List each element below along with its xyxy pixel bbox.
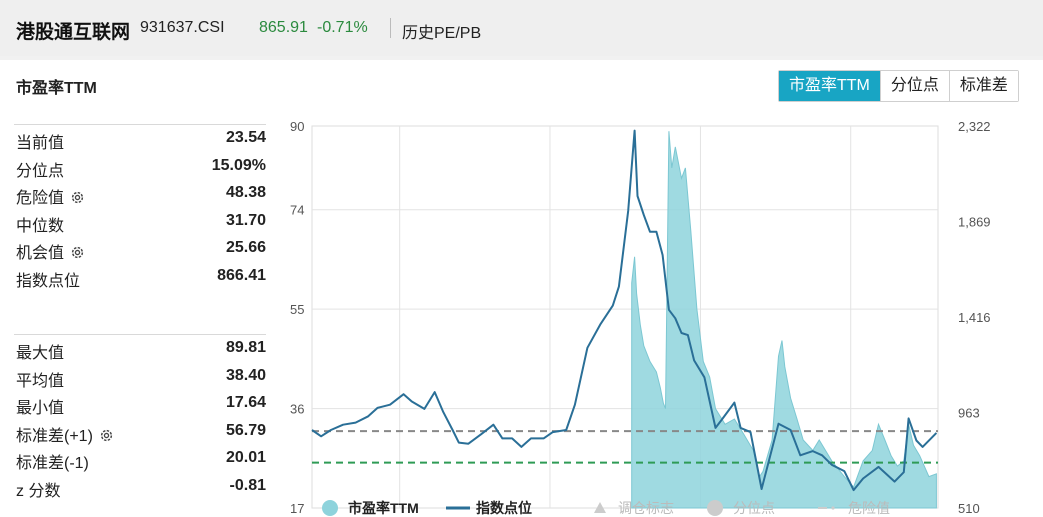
- stat-row: 指数点位 866.41: [14, 263, 266, 291]
- stat-label: z 分数: [16, 482, 61, 500]
- stat-value: 31.70: [225, 211, 266, 229]
- legend-label[interactable]: 调仓标志: [618, 500, 674, 516]
- legend-label[interactable]: 市盈率TTM: [348, 500, 419, 516]
- left-axis-tick-label: 74: [290, 203, 304, 218]
- index-level-line: [311, 129, 938, 492]
- stats-table-range: 最大值 89.81 平均值 38.40 最小值 17.64 标准差(+1) 56.79 标准差(…: [14, 334, 266, 500]
- left-axis-tick-label: 36: [290, 402, 304, 417]
- legend-label[interactable]: 危险值: [848, 500, 890, 516]
- left-axis-tick-label: 17: [290, 501, 304, 516]
- stat-label: 平均值: [16, 372, 65, 390]
- stat-label: 标准差(-1): [16, 455, 89, 472]
- left-axis-tick-label: 90: [290, 120, 304, 134]
- stat-row: 当前值 23.54: [14, 125, 266, 153]
- stat-row: 中位数 31.70: [14, 208, 266, 236]
- stat-label: 最大值: [16, 345, 65, 362]
- stat-value: 20.01: [225, 449, 266, 466]
- stat-label: 机会值: [16, 239, 85, 265]
- stat-value: 56.79: [225, 421, 266, 439]
- stat-label: 当前值: [16, 135, 65, 152]
- valuation-panel: 市盈率TTM 市盈率TTM 分位点 标准差 当前值 23.54 分位点 15.09% 危…: [0, 60, 1043, 517]
- right-axis-tick-label: 510: [958, 501, 980, 516]
- legend-label[interactable]: 分位点: [733, 500, 775, 516]
- stat-label: 分位点: [16, 162, 65, 180]
- settings-gear-icon[interactable]: [70, 245, 85, 265]
- pe-chart: 17365574905109631,4161,8692,32218-01-012…: [290, 120, 991, 516]
- index-name: 港股通互联网: [16, 22, 131, 43]
- legend-marker-circle: [707, 500, 723, 516]
- stat-label: 指数点位: [16, 272, 81, 290]
- tab-percentile[interactable]: 分位点: [880, 71, 950, 101]
- stat-value: 866.41: [217, 266, 266, 284]
- header-divider: [390, 18, 391, 38]
- stat-label: 最小值: [16, 400, 65, 417]
- stat-label: 标准差(+1): [16, 422, 114, 448]
- stat-row: 标准差(+1) 56.79: [14, 418, 266, 446]
- stat-row: 机会值 25.66: [14, 235, 266, 263]
- legend-label[interactable]: 指数点位: [476, 500, 532, 516]
- stat-value: -0.81: [229, 476, 266, 494]
- legend-marker-circle: [322, 500, 338, 516]
- plot-border: [311, 125, 939, 509]
- index-price: 865.91: [259, 19, 308, 36]
- stat-label: 中位数: [16, 217, 65, 235]
- stat-value: 15.09%: [211, 156, 266, 174]
- index-change: -0.71%: [317, 19, 368, 36]
- history-pe-pb-link[interactable]: 历史PE/PB: [402, 25, 482, 42]
- right-axis-tick-label: 963: [958, 406, 980, 421]
- tab-std-dev[interactable]: 标准差: [949, 71, 1018, 101]
- settings-gear-icon[interactable]: [99, 428, 114, 448]
- stat-row: 危险值 48.38: [14, 180, 266, 208]
- left-axis-tick-label: 55: [290, 302, 304, 317]
- right-axis-tick-label: 1,416: [958, 310, 991, 325]
- stat-value: 23.54: [225, 129, 266, 146]
- stat-value: 48.38: [225, 184, 266, 201]
- right-axis-tick-label: 1,869: [958, 215, 991, 230]
- legend-marker-dot: [831, 506, 835, 510]
- stat-value: 38.40: [225, 366, 266, 384]
- stat-row: 标准差(-1) 20.01: [14, 445, 266, 473]
- stat-value: 89.81: [225, 339, 266, 356]
- index-code: 931637.CSI: [140, 19, 225, 36]
- legend-marker-triangle: [594, 502, 606, 513]
- tab-pe-ttm[interactable]: 市盈率TTM: [779, 71, 881, 101]
- stat-row: 最大值 89.81: [14, 335, 266, 363]
- stat-row: 平均值 38.40: [14, 363, 266, 391]
- pe-ttm-area: [631, 131, 937, 509]
- stats-table-current: 当前值 23.54 分位点 15.09% 危险值 48.38 中位数 31.70 机会值 25.6…: [14, 124, 266, 290]
- index-header: 港股通互联网 931637.CSI 865.91 -0.71% 历史PE/PB: [0, 0, 1043, 56]
- metric-tabs: 市盈率TTM 分位点 标准差: [778, 70, 1019, 102]
- stat-row: z 分数 -0.81: [14, 473, 266, 501]
- stat-row: 分位点 15.09%: [14, 153, 266, 181]
- stat-label: 危险值: [16, 184, 85, 210]
- section-title: 市盈率TTM: [16, 80, 97, 97]
- settings-gear-icon[interactable]: [70, 190, 85, 210]
- stat-row: 最小值 17.64: [14, 390, 266, 418]
- stat-value: 25.66: [225, 239, 266, 256]
- right-axis-tick-label: 2,322: [958, 120, 991, 134]
- stat-value: 17.64: [225, 394, 266, 411]
